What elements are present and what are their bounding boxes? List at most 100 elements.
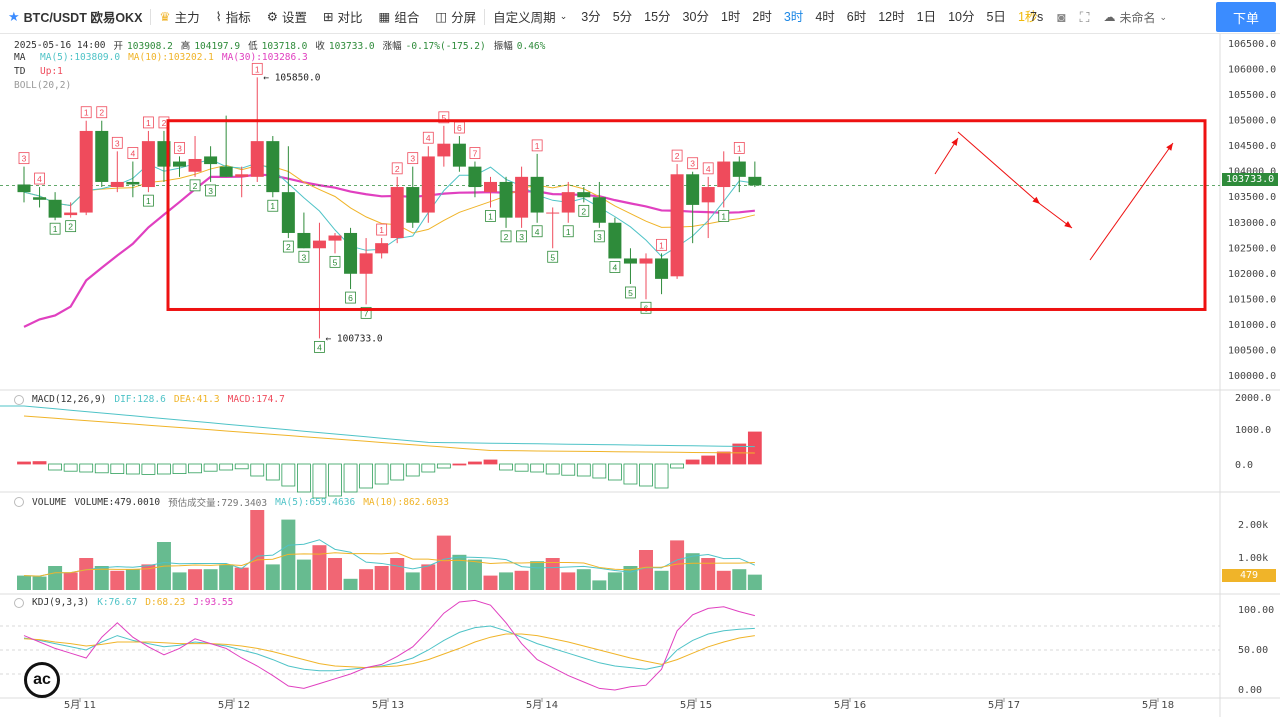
candle-body (468, 166, 482, 188)
td-down-number: 6 (348, 293, 353, 303)
main-indicator-button[interactable]: ♛ 主力 (151, 0, 207, 34)
macd-bar (685, 459, 700, 465)
volume-settings-icon[interactable] (14, 497, 24, 507)
timeframe-3[interactable]: 30分 (682, 9, 709, 24)
candle-body (359, 253, 373, 274)
td-legend: TD Up:1 (14, 66, 63, 77)
chart-line-icon: ⌇ (215, 10, 222, 24)
chart-area[interactable]: 106500.0 106000.0 105500.0 105000.0 104500.0… (0, 34, 1280, 717)
td-down-marker (267, 199, 279, 212)
volume-bar (94, 566, 109, 590)
timeframe-12[interactable]: 5日 (986, 9, 1006, 24)
td-up-number: 4 (706, 164, 711, 174)
timeframe-13[interactable]: 1秒 (1017, 9, 1038, 24)
candle-body (670, 174, 684, 277)
toolbar: ★ BTC/USDT 欧易OKX ♛ 主力 ⌇ 指标 ⚙ 设置 ⊞ 对比 ▦ 组… (0, 0, 1280, 34)
indicator-button[interactable]: ⌇ 指标 (208, 0, 259, 34)
time-axis-label: 5月 12 (218, 699, 250, 711)
candle-body (126, 181, 140, 185)
candle-body (173, 161, 186, 167)
volume-bar (390, 558, 405, 590)
volume-bar (452, 554, 467, 590)
volume-bar (219, 564, 234, 590)
timeframe-2[interactable]: 15分 (644, 9, 671, 24)
cloud-layout[interactable]: ☁ 未命名 ⌄ (1103, 9, 1167, 26)
macd-bar (359, 463, 374, 489)
volume-bar (436, 535, 451, 590)
td-up-marker (733, 142, 745, 154)
timeframe-10[interactable]: 1日 (916, 9, 937, 24)
macd-bar (732, 443, 747, 465)
timeframe-11[interactable]: 10分 (948, 9, 975, 24)
timeframe-9[interactable]: 12时 (878, 9, 905, 24)
volume-bar (499, 572, 514, 590)
settings-button[interactable]: ⚙ 设置 (259, 0, 315, 34)
camera-icon[interactable]: ◙ (1057, 9, 1066, 25)
timeframe-8[interactable]: 6时 (846, 9, 867, 24)
macd-bar (219, 463, 234, 471)
timeframe-7[interactable]: 4时 (815, 9, 835, 24)
candle-body (561, 192, 575, 213)
time-axis-label: 5月 18 (1142, 699, 1174, 711)
range-box (166, 119, 1207, 311)
td-up-number: 1 (737, 143, 742, 153)
td-down-number: 4 (317, 342, 322, 352)
split-screen-button[interactable]: ◫ 分屏 (427, 0, 484, 34)
ohlc-value: 103733.0 (328, 41, 375, 52)
price-axis-label: 106500.0 (1228, 39, 1276, 50)
timeframe-1[interactable]: 5分 (612, 9, 633, 24)
macd-bar (172, 463, 187, 475)
volume-bar (63, 572, 78, 590)
td-down-number: 1 (566, 227, 571, 237)
price-axis-label: 105500.0 (1228, 90, 1276, 101)
macd-title: MACD(12,26,9) (32, 394, 107, 405)
refresh-interval[interactable]: 7s (1030, 10, 1044, 24)
timeframe-6[interactable]: 3时 (783, 9, 804, 24)
kdj-title: KDJ(9,3,3) (32, 597, 90, 608)
compare-button[interactable]: ⊞ 对比 (315, 0, 371, 34)
order-button[interactable]: 下单 (1216, 2, 1276, 32)
arrow-down-2-head (1064, 221, 1072, 228)
macd-bar (468, 461, 482, 465)
volume-bar (483, 575, 498, 590)
candle-body (452, 143, 466, 167)
ma-legend: MA MA(5):103809.0 MA(10):103202.1 MA(30)… (14, 52, 308, 63)
est-volume-value: 预估成交量:729.3403 (168, 498, 268, 509)
ohlc-item-5: 涨幅 -0.17%(-175.2) (383, 38, 486, 52)
combo-button[interactable]: ▦ 组合 (371, 0, 428, 34)
kdj-k-line (23, 625, 755, 672)
volume-bar (359, 569, 374, 590)
volume-bar (265, 564, 280, 590)
td-up-number: 3 (410, 154, 415, 164)
symbol-selector[interactable]: ★ BTC/USDT 欧易OKX (0, 0, 150, 34)
candle-icon: ♛ (159, 10, 171, 24)
volume-bar (79, 558, 94, 590)
macd-bar (545, 463, 560, 475)
candle-body (515, 176, 529, 218)
volume-bar (374, 566, 389, 590)
macd-bar (281, 463, 296, 487)
custom-period-label: 自定义周期 (493, 11, 556, 25)
timeframe-0[interactable]: 3分 (581, 9, 601, 24)
kdj-settings-icon[interactable] (14, 597, 24, 608)
chart-canvas[interactable]: 106500.0 106000.0 105500.0 105000.0 104500.0… (0, 34, 1280, 717)
candle-body (250, 141, 264, 177)
td-up-number: 4 (37, 174, 42, 184)
arrow-down-1 (957, 131, 1041, 205)
star-icon[interactable]: ★ (8, 8, 20, 24)
custom-period-dropdown[interactable]: 自定义周期 ⌄ (485, 0, 575, 34)
ohlc-key: 振幅 (493, 41, 513, 52)
timeframe-5[interactable]: 2时 (752, 9, 772, 24)
td-up-number: 1 (146, 118, 151, 128)
macd-settings-icon[interactable] (14, 394, 24, 405)
td-up-number: 3 (22, 154, 27, 164)
macd-bar (639, 463, 653, 487)
td-up-number: 3 (177, 143, 182, 153)
fullscreen-icon[interactable]: ⛶ (1079, 8, 1090, 25)
timeframe-4[interactable]: 1时 (720, 9, 741, 24)
vol-ma5-line (23, 539, 756, 577)
indicator-label: 指标 (225, 11, 251, 25)
low-label: ← 100733.0 (325, 333, 382, 344)
combo-label: 组合 (394, 11, 420, 25)
td-down-marker (205, 184, 217, 197)
